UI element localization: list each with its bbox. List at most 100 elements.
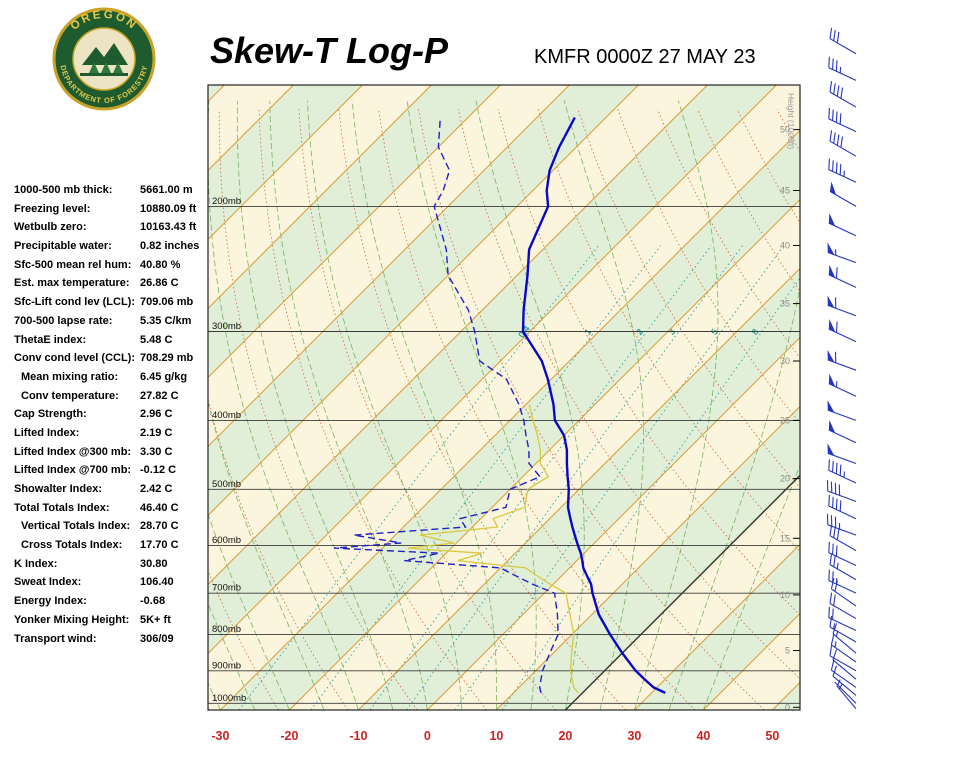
stat-value: 5K+ ft — [140, 613, 171, 626]
wind-barb — [829, 524, 857, 552]
odf-logo: OREGON DEPARTMENT OF FORESTRY — [52, 7, 156, 111]
logo-trees-icon — [89, 62, 123, 75]
wind-barb — [829, 644, 857, 672]
pressure-label: 300mb — [212, 321, 241, 332]
moist-adiabat — [208, 681, 221, 710]
stat-row: Sfc-Lift cond lev (LCL): 709.06 mb — [14, 296, 214, 315]
stat-label: Sfc-500 mean rel hum: — [14, 258, 132, 271]
stat-label: Conv cond level (CCL): — [14, 352, 136, 365]
moist-adiabat — [236, 100, 394, 710]
temp-axis-label: -30 — [211, 729, 229, 743]
moist-adiabat — [208, 100, 359, 710]
temperature-trace — [521, 116, 666, 694]
wind-barb — [836, 683, 857, 710]
moist-adiabat — [82, 101, 186, 710]
pressure-label: 400mb — [212, 410, 241, 421]
isotherm — [208, 85, 432, 310]
stat-label: Wetbulb zero: — [14, 221, 87, 234]
dewpoint-trace — [333, 117, 559, 694]
stat-row: Lifted Index @300 mb: 3.30 C — [14, 446, 214, 465]
isotherm — [496, 405, 800, 710]
isotherm — [208, 85, 777, 655]
stat-value: 708.29 mb — [140, 352, 194, 365]
pressure-label: 800mb — [212, 624, 241, 635]
wind-barb — [828, 158, 857, 183]
stat-value: -0.12 C — [140, 464, 177, 477]
stat-row: Yonker Mixing Height: 5K+ ft — [14, 614, 214, 633]
wind-barb — [829, 130, 857, 157]
isotherm — [0, 85, 86, 710]
stat-label: Cap Strength: — [14, 408, 87, 421]
stat-value: 5.48 C — [140, 333, 173, 346]
moist-adiabat — [269, 100, 428, 710]
isotherm — [358, 267, 800, 710]
logo-ground — [80, 73, 128, 76]
stat-row: Showalter Index: 2.42 C — [14, 483, 214, 502]
wind-barb — [827, 242, 857, 264]
wind-barb — [834, 679, 857, 704]
dry-adiabat — [418, 109, 765, 710]
stat-label: Total Totals Index: — [14, 501, 110, 514]
stat-value: 2.96 C — [140, 408, 173, 421]
stat-label: Est. max temperature: — [14, 277, 130, 290]
wind-barb — [829, 181, 857, 207]
height-tick-label: 25 — [780, 415, 790, 425]
dry-adiabat — [537, 109, 800, 553]
isotherm — [634, 543, 800, 710]
wind-barb — [828, 213, 857, 237]
wind-barb — [828, 494, 857, 520]
stat-value: 40.80 % — [140, 258, 181, 271]
stat-row: Wetbulb zero: 10163.43 ft — [14, 221, 214, 240]
isotherm-band — [208, 85, 225, 102]
dry-adiabat — [208, 707, 210, 710]
wind-barb — [828, 56, 857, 81]
temp-axis-label: 20 — [558, 729, 572, 743]
stat-row: Conv temperature: 27.82 C — [14, 390, 214, 409]
isotherm — [208, 85, 363, 241]
stat-row: 1000-500 mb thick: 5661.00 m — [14, 184, 214, 203]
wind-barb — [830, 659, 857, 688]
isotherm — [220, 129, 800, 710]
wind-barb — [828, 569, 857, 594]
stat-label: Freezing level: — [14, 202, 91, 215]
pressure-label: 700mb — [212, 583, 241, 594]
wind-barb — [828, 420, 857, 444]
stat-row: Lifted Index @700 mb: -0.12 C — [14, 464, 214, 483]
moist-adiabat — [668, 285, 800, 710]
height-tick-label: 40 — [780, 241, 790, 251]
isotherm — [208, 85, 570, 448]
height-scale-title: Height (1000ft) — [786, 93, 796, 149]
wind-barb — [829, 553, 857, 581]
wind-barb — [829, 81, 857, 108]
wind-barb — [829, 616, 857, 643]
stat-value: 0.82 inches — [140, 240, 200, 253]
mixing-ratio-line — [310, 245, 662, 710]
stat-label: Mean mixing ratio: — [21, 370, 119, 383]
stat-row: Energy Index: -0.68 — [14, 595, 214, 614]
height-tick-label: 45 — [780, 186, 790, 196]
wind-barb — [827, 400, 857, 421]
stat-row: Total Totals Index: 46.40 C — [14, 502, 214, 521]
wetbulb-trace — [407, 404, 579, 694]
stat-row: Cap Strength: 2.96 C — [14, 408, 214, 427]
temp-axis-label: 50 — [765, 729, 779, 743]
stat-value: 10880.09 ft — [140, 202, 197, 215]
wind-barb — [828, 373, 857, 397]
height-tick-label: 30 — [780, 356, 790, 366]
stat-value: 709.06 mb — [140, 296, 194, 309]
stat-row: K Index: 30.80 — [14, 558, 214, 577]
dry-adiabat — [218, 109, 418, 710]
stat-row: Transport wind: 306/09 — [14, 633, 214, 652]
stat-row: Sfc-500 mean rel hum: 40.80 % — [14, 259, 214, 278]
wind-barb — [826, 513, 857, 536]
wind-barb — [830, 633, 857, 663]
stat-value: 2.19 C — [140, 426, 173, 439]
wind-barb — [827, 349, 857, 371]
stat-value: 5661.00 m — [140, 184, 193, 196]
isotherm — [0, 85, 155, 710]
stat-value: 26.86 C — [140, 277, 179, 290]
mixing-ratio-line — [454, 245, 785, 710]
isotherm — [208, 85, 639, 517]
wind-barb — [832, 665, 857, 696]
